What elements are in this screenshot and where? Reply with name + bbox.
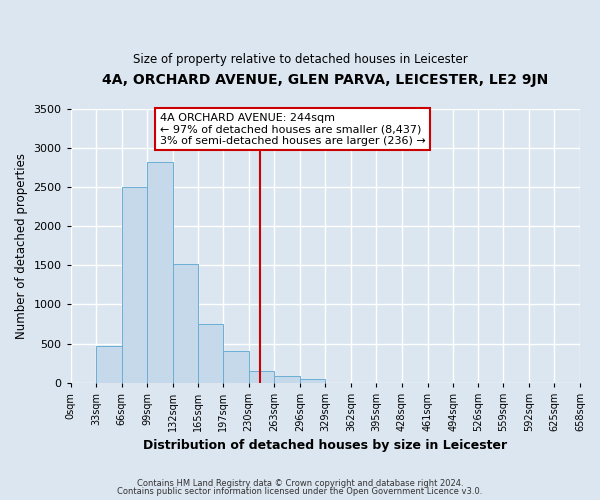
Text: Size of property relative to detached houses in Leicester: Size of property relative to detached ho… [133, 52, 467, 66]
Text: 4A ORCHARD AVENUE: 244sqm
← 97% of detached houses are smaller (8,437)
3% of sem: 4A ORCHARD AVENUE: 244sqm ← 97% of detac… [160, 112, 425, 146]
Bar [96, 346, 122, 383]
Bar [173, 264, 199, 383]
Bar [199, 324, 223, 383]
Bar [274, 376, 300, 383]
X-axis label: Distribution of detached houses by size in Leicester: Distribution of detached houses by size … [143, 440, 508, 452]
Bar [249, 370, 274, 383]
Bar [148, 162, 173, 383]
Y-axis label: Number of detached properties: Number of detached properties [15, 152, 28, 338]
Title: 4A, ORCHARD AVENUE, GLEN PARVA, LEICESTER, LE2 9JN: 4A, ORCHARD AVENUE, GLEN PARVA, LEICESTE… [102, 72, 548, 86]
Bar [300, 379, 325, 383]
Bar [223, 352, 249, 383]
Bar [122, 187, 148, 383]
Text: Contains public sector information licensed under the Open Government Licence v3: Contains public sector information licen… [118, 487, 482, 496]
Text: Contains HM Land Registry data © Crown copyright and database right 2024.: Contains HM Land Registry data © Crown c… [137, 478, 463, 488]
